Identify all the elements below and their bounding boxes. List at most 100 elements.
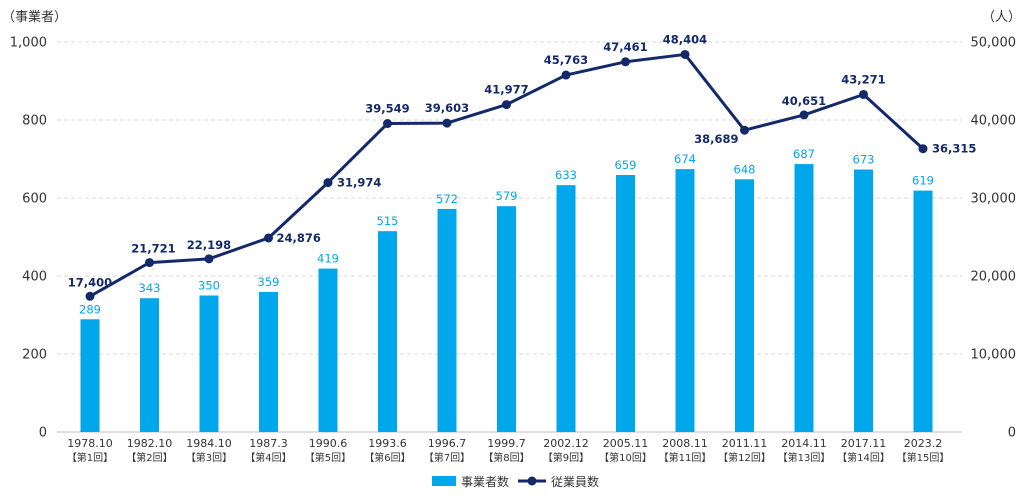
bar (675, 169, 695, 432)
x-tick-label-round: 【第2回】 (126, 451, 172, 464)
x-tick-label-round: 【第7回】 (424, 451, 470, 464)
bar (913, 190, 933, 432)
line-value-label: 41,977 (484, 83, 528, 97)
bar-value-label: 572 (436, 192, 458, 206)
line-point (859, 89, 868, 99)
x-tick-label-round: 【第6回】 (364, 451, 410, 464)
bar (437, 208, 457, 432)
line-point (561, 70, 571, 80)
bar-value-label: 419 (317, 252, 339, 266)
x-tick-label-date: 1996.7 (428, 437, 467, 450)
line-value-label: 39,549 (365, 102, 409, 116)
line-value-label: 36,315 (932, 142, 976, 156)
x-tick-label-date: 2017.11 (841, 437, 887, 450)
line-value-label: 45,763 (544, 53, 588, 67)
bar-value-label: 350 (198, 279, 220, 293)
line-point (383, 119, 392, 129)
line-point (442, 118, 452, 128)
x-tick-label-date: 1999.7 (487, 437, 526, 450)
y-left-tick-label: 400 (22, 270, 47, 285)
y-left-tick-label: 600 (22, 192, 47, 207)
x-tick-label-round: 【第5回】 (305, 451, 351, 464)
line-value-label: 48,404 (663, 32, 707, 46)
x-tick-label-date: 1990.6 (309, 437, 348, 450)
line-point (204, 254, 214, 264)
bar-value-label: 648 (734, 162, 756, 176)
line-series-employees (85, 49, 928, 301)
bar (735, 179, 754, 432)
bar-value-label: 289 (79, 302, 101, 316)
line-value-label: 39,603 (425, 101, 469, 115)
bar (497, 206, 516, 432)
x-tick-label-round: 【第1回】 (67, 451, 113, 464)
bar-value-label: 359 (258, 275, 280, 289)
y-right-tick-label: 30,000 (971, 192, 1017, 207)
bar (259, 291, 278, 432)
y-right-tick-label: 50,000 (971, 36, 1017, 51)
x-tick-label-date: 2023.2 (904, 437, 943, 450)
line-point (323, 178, 333, 188)
bar (794, 164, 814, 432)
x-tick-label-round: 【第9回】 (543, 451, 589, 464)
x-tick-label-round: 【第10回】 (599, 451, 652, 464)
x-tick-label-round: 【第4回】 (245, 451, 291, 464)
legend-swatch-bar (432, 476, 456, 486)
x-tick-label-date: 1982.10 (127, 437, 173, 450)
x-tick-label-date: 2008.11 (662, 437, 708, 450)
line-point (85, 291, 95, 301)
x-tick-label-date: 2011.11 (722, 437, 768, 450)
axes: （事業者） （人） 0 0 200 10,000 400 20,000 600 30,000 8… (2, 9, 1021, 464)
bar (80, 319, 100, 432)
x-tick-label-date: 2014.11 (781, 437, 827, 450)
x-tick-label-round: 【第11回】 (659, 451, 712, 464)
line-point (264, 233, 273, 243)
legend-label-line: 従業員数 (551, 474, 599, 489)
bar (199, 295, 219, 432)
x-tick-label-date: 1984.10 (186, 437, 232, 450)
y-right-tick-label: 20,000 (971, 270, 1017, 285)
bar (318, 268, 338, 432)
x-tick-label-round: 【第12回】 (718, 451, 771, 464)
line-value-label: 17,400 (68, 275, 112, 289)
line-point (680, 49, 690, 59)
x-tick-label-date: 1978.10 (67, 437, 113, 450)
x-tick-label-date: 2005.11 (603, 437, 649, 450)
line-value-label: 24,876 (277, 231, 321, 245)
bar-value-label: 659 (615, 158, 637, 172)
bar-series-establishments (80, 164, 933, 433)
x-tick-label-date: 1987.3 (249, 437, 288, 450)
legend-label-bar: 事業者数 (461, 474, 509, 489)
bar (854, 169, 873, 432)
line-value-label: 47,461 (603, 40, 647, 54)
bar-value-label: 619 (912, 174, 934, 188)
y-left-unit: （事業者） (2, 9, 67, 25)
line-point (145, 258, 154, 268)
x-tick-label-round: 【第3回】 (186, 451, 232, 464)
line-value-label: 38,689 (694, 132, 738, 146)
line-point (799, 110, 809, 120)
bar-value-label: 633 (555, 168, 577, 182)
legend-swatch-marker (527, 476, 537, 486)
line-value-label: 40,651 (782, 94, 826, 108)
line-point (621, 57, 630, 67)
bar (140, 298, 159, 432)
y-right-unit: （人） (982, 10, 1021, 25)
x-tick-label-round: 【第13回】 (778, 451, 831, 464)
line-point (918, 144, 928, 154)
data-labels: 289 343 350 359 419 515 572 579 633 659 674 648 687 6… (68, 32, 977, 316)
bar-value-label: 579 (496, 189, 518, 203)
legend: 事業者数 従業員数 (432, 474, 599, 489)
x-tick-label-date: 2002.12 (543, 437, 589, 450)
bar (556, 185, 576, 432)
bar (378, 231, 397, 432)
bar-value-label: 673 (853, 153, 875, 167)
x-tick-label-round: 【第14回】 (837, 451, 890, 464)
line-point (502, 100, 511, 110)
line-value-label: 21,721 (131, 242, 175, 256)
line-value-label: 22,198 (187, 238, 231, 252)
bar-value-label: 343 (139, 281, 161, 295)
y-left-tick-label: 200 (22, 348, 47, 363)
bar (616, 174, 635, 433)
bar-value-label: 515 (377, 214, 399, 228)
